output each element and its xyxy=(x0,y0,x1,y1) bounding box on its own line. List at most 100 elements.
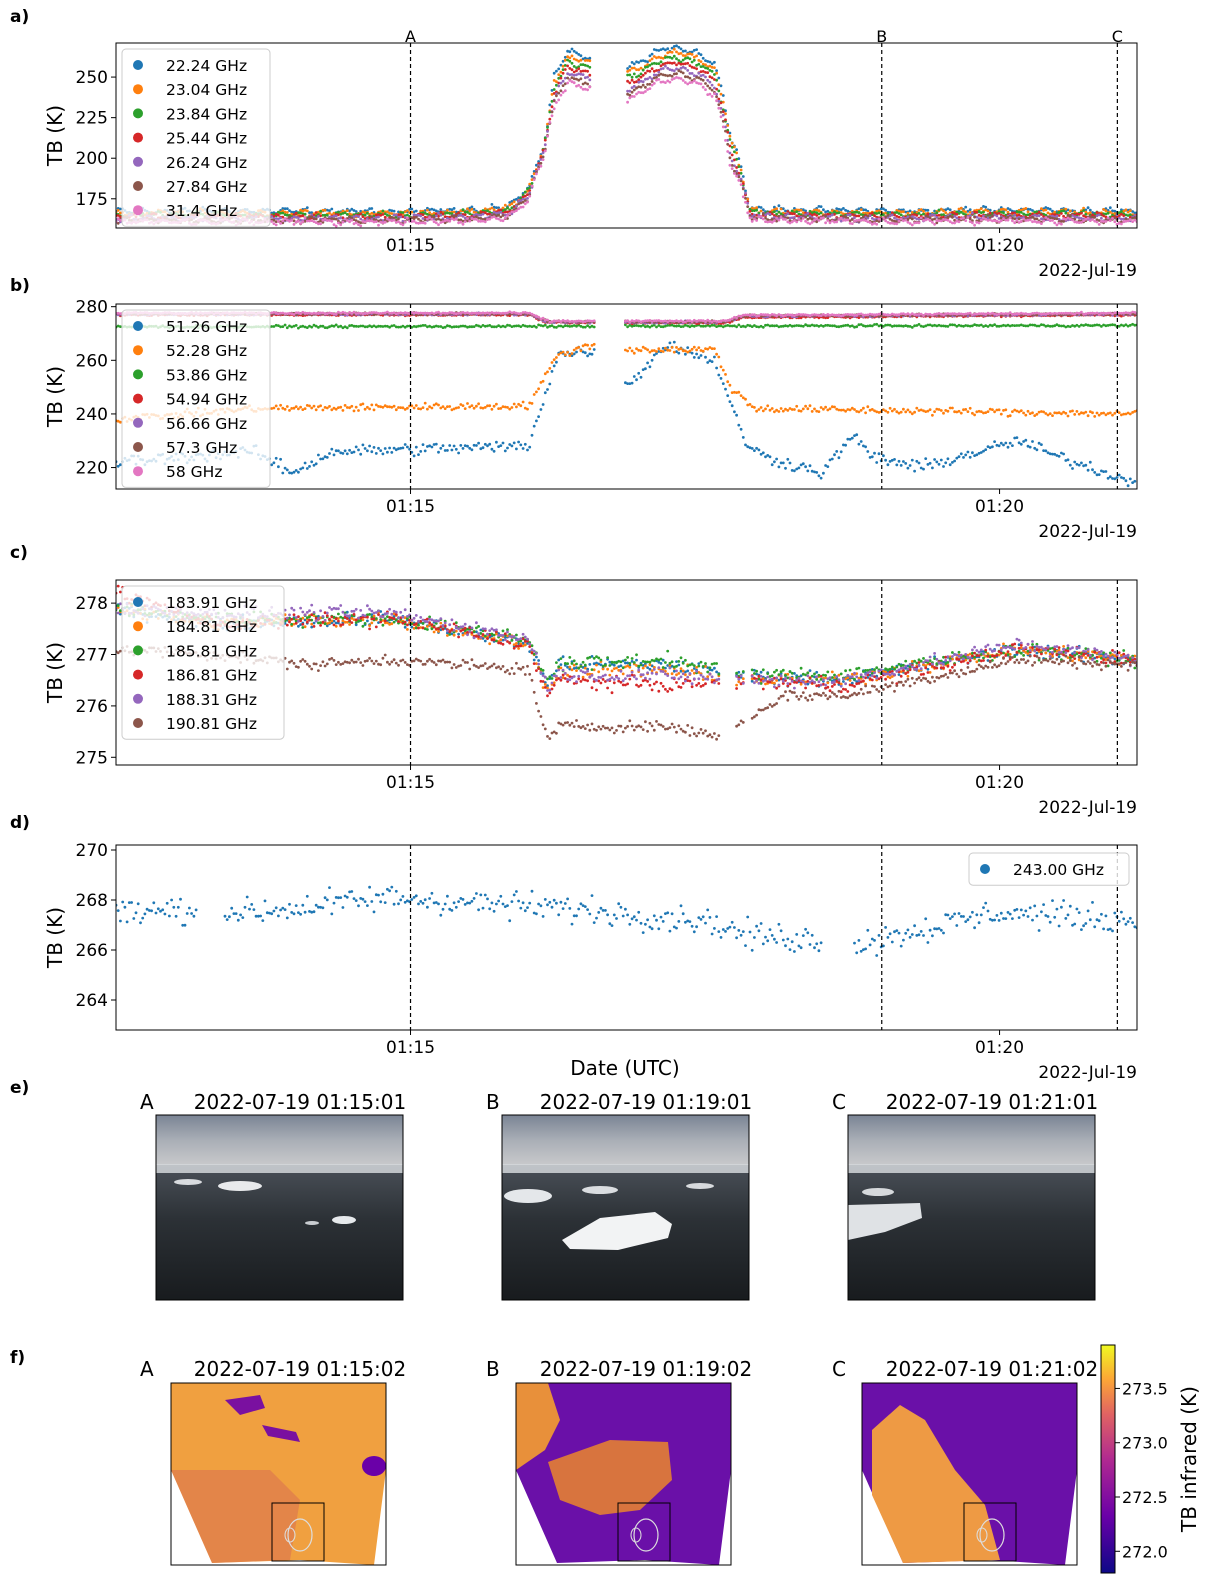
data-point xyxy=(543,391,547,395)
data-point xyxy=(890,211,894,215)
data-point xyxy=(1002,217,1005,221)
data-point xyxy=(984,324,988,327)
data-point xyxy=(808,222,812,226)
data-point xyxy=(1008,324,1012,328)
data-point xyxy=(626,73,629,77)
data-point xyxy=(1013,211,1017,215)
data-point xyxy=(1033,220,1037,223)
data-point xyxy=(995,214,999,218)
data-point xyxy=(281,215,285,219)
data-point xyxy=(895,218,899,221)
event-label-a: A xyxy=(405,27,416,46)
data-point xyxy=(966,209,970,213)
data-point xyxy=(755,213,758,217)
data-point xyxy=(908,209,912,213)
data-point xyxy=(977,210,981,213)
data-point xyxy=(325,208,329,212)
data-point xyxy=(964,219,968,223)
data-point xyxy=(764,213,767,217)
data-point xyxy=(414,325,418,329)
data-point xyxy=(1104,207,1108,211)
data-point xyxy=(781,217,785,221)
data-point xyxy=(715,99,718,103)
data-point xyxy=(971,211,974,215)
data-point xyxy=(274,456,278,460)
event-label-b: B xyxy=(876,27,887,46)
data-point xyxy=(715,78,718,82)
data-point xyxy=(1084,210,1088,214)
data-point xyxy=(710,95,714,98)
data-point xyxy=(875,322,879,326)
data-point xyxy=(490,407,494,411)
data-point xyxy=(953,218,956,222)
data-point xyxy=(1106,211,1110,215)
data-point xyxy=(764,216,767,220)
data-point xyxy=(850,218,854,221)
data-point xyxy=(781,409,785,413)
data-point xyxy=(1071,467,1074,470)
data-point xyxy=(468,219,472,223)
data-point xyxy=(810,469,814,473)
data-point xyxy=(550,93,554,96)
data-point xyxy=(392,446,396,450)
data-point xyxy=(786,220,790,224)
data-point xyxy=(575,350,578,354)
data-point xyxy=(1117,473,1121,477)
data-point xyxy=(692,324,696,328)
data-point xyxy=(1006,216,1010,219)
data-point xyxy=(566,49,569,53)
data-point xyxy=(748,209,752,213)
data-point xyxy=(1004,213,1008,217)
data-point xyxy=(1100,412,1103,415)
data-point xyxy=(421,406,425,409)
data-point xyxy=(695,81,698,85)
data-point xyxy=(915,459,919,463)
data-point xyxy=(581,87,585,91)
data-point xyxy=(1080,323,1083,327)
data-point xyxy=(710,83,714,87)
data-point xyxy=(666,66,670,70)
data-point xyxy=(641,345,645,349)
data-point xyxy=(666,79,670,83)
data-point xyxy=(1057,221,1061,225)
data-point xyxy=(971,324,974,328)
data-point xyxy=(781,214,785,218)
data-point xyxy=(443,449,447,452)
data-point xyxy=(1057,214,1061,217)
data-point xyxy=(550,89,554,92)
data-point xyxy=(530,184,534,188)
data-point xyxy=(761,409,765,413)
data-point xyxy=(332,217,336,221)
data-point xyxy=(434,324,438,328)
data-point xyxy=(710,69,714,73)
data-point xyxy=(1028,218,1032,222)
data-point xyxy=(1133,218,1137,222)
data-point xyxy=(846,323,850,327)
data-point xyxy=(681,54,685,57)
data-point xyxy=(521,193,525,197)
data-point xyxy=(699,77,703,81)
date-label: 2022-Jul-19 xyxy=(1038,261,1137,281)
data-point xyxy=(308,211,311,215)
data-point xyxy=(361,210,365,214)
data-point xyxy=(784,407,787,411)
data-point xyxy=(766,212,770,215)
data-point xyxy=(403,408,407,411)
data-point xyxy=(579,77,583,81)
data-point xyxy=(699,53,703,57)
data-point xyxy=(332,324,336,328)
data-point xyxy=(926,217,930,221)
data-point xyxy=(1080,221,1083,224)
data-point xyxy=(394,213,398,217)
data-point xyxy=(688,57,692,61)
data-point xyxy=(1126,210,1130,214)
data-point xyxy=(119,215,122,219)
data-point xyxy=(1091,324,1094,328)
data-point xyxy=(470,205,474,209)
data-point xyxy=(588,59,592,63)
data-point xyxy=(1051,452,1054,456)
data-point xyxy=(1044,449,1048,453)
data-point xyxy=(735,174,738,178)
data-point xyxy=(477,213,480,217)
data-point xyxy=(323,326,327,329)
